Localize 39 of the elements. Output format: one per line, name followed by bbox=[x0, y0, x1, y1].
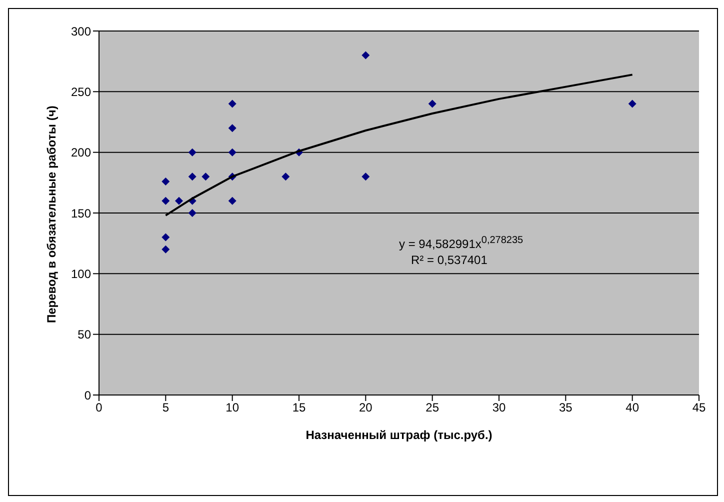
x-tick-label: 25 bbox=[426, 400, 440, 415]
y-tick-label: 0 bbox=[84, 388, 92, 402]
y-tick-label: 100 bbox=[70, 266, 92, 281]
x-tick-label: 10 bbox=[226, 400, 240, 415]
y-tick-label: 50 bbox=[78, 328, 92, 342]
x-tick-label: 5 bbox=[162, 400, 170, 415]
point bbox=[162, 245, 170, 254]
annotation: R² = 0,537401 bbox=[411, 253, 488, 267]
x-tick-label: 45 bbox=[692, 400, 706, 415]
annotation: y = 94,582991x$^{0,278235}$ bbox=[399, 235, 524, 251]
y-axis-title: Перевод в обязательные работы (ч) bbox=[44, 106, 58, 323]
point bbox=[188, 148, 196, 156]
point bbox=[188, 209, 196, 217]
point bbox=[428, 100, 436, 108]
y-tick-label: 200 bbox=[70, 146, 92, 160]
point bbox=[202, 172, 210, 181]
y-tick-label: 300 bbox=[70, 24, 92, 38]
x-tick-label: 15 bbox=[292, 400, 306, 415]
point bbox=[628, 100, 636, 108]
x-tick-label: 0 bbox=[96, 400, 103, 415]
point bbox=[175, 196, 183, 205]
point bbox=[162, 177, 170, 186]
x-tick-label: 20 bbox=[358, 400, 373, 415]
point bbox=[362, 172, 370, 181]
point bbox=[228, 148, 236, 156]
point bbox=[162, 196, 170, 205]
x-axis-title: Назначенный штраф (тыс.руб.) bbox=[306, 428, 492, 442]
point bbox=[228, 196, 236, 205]
point bbox=[162, 233, 170, 242]
point bbox=[188, 172, 196, 181]
x-tick-label: 40 bbox=[626, 400, 640, 415]
x-tick-label: 35 bbox=[558, 400, 573, 415]
point bbox=[362, 51, 370, 60]
y-tick-label: 150 bbox=[70, 206, 92, 220]
point bbox=[228, 124, 236, 132]
x-tick-label: 30 bbox=[492, 400, 506, 415]
point bbox=[228, 100, 236, 108]
point bbox=[282, 172, 290, 181]
y-tick-label: 250 bbox=[70, 84, 92, 99]
